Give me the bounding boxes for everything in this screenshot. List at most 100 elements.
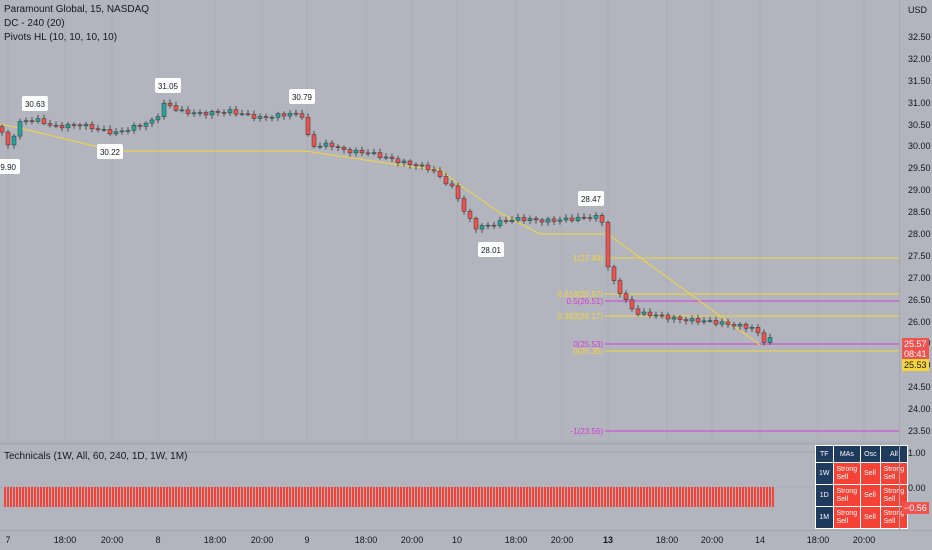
time-tick: 18:00 [203,535,227,545]
osc-bar [145,487,147,507]
osc-bar [409,487,411,507]
candle-body [575,216,581,221]
osc-bar [724,487,726,507]
osc-bar [751,487,753,507]
osc-bar [460,487,462,507]
osc-bar [589,487,591,507]
candle-body [53,124,59,127]
time-tick: 20:00 [852,535,876,545]
osc-bar [349,487,351,507]
osc-bar [574,487,576,507]
symbol-title[interactable]: Paramount Global, 15, NASDAQ [4,4,150,15]
indicator-pivots-label[interactable]: Pivots HL (10, 10, 10, 10) [4,32,118,43]
osc-bar [769,487,771,507]
candle-body [293,112,299,115]
osc-bar [166,487,168,507]
osc-bar [619,487,621,507]
candle-body [281,113,287,117]
candle-body [71,124,77,126]
osc-bar [379,487,381,507]
osc-bar [262,487,264,507]
technicals-pane[interactable]: Technicals (1W, All, 60, 240, 1D, 1W, 1M… [0,445,909,530]
osc-bar [718,487,720,507]
osc-bar [199,487,201,507]
osc-bar [676,487,678,507]
pane-separator[interactable] [0,442,899,445]
main-chart-pane[interactable]: 1(27.49) 0.618(26.67) 0.5(26.51) 0.382(2… [0,0,899,442]
osc-bar [115,487,117,507]
table-header: MAs [832,445,862,463]
candle-body [359,149,365,154]
osc-bar [706,487,708,507]
candle-body [269,116,275,119]
time-tick: 13 [602,535,614,545]
osc-bar [76,487,78,507]
indicator-dc-label[interactable]: DC - 240 (20) [4,18,65,29]
osc-bar [415,487,417,507]
price-tick: 28.00 [908,229,931,239]
fib-label: 0.618(26.67) [558,290,604,299]
time-tick: 10 [451,535,463,545]
time-tick: 20:00 [700,535,724,545]
osc-bar [331,487,333,507]
osc-bar [523,487,525,507]
osc-bar [550,487,552,507]
osc-bar [67,487,69,507]
candle-body [647,311,653,316]
price-chart[interactable]: 1(27.49) 0.618(26.67) 0.5(26.51) 0.382(2… [0,0,899,442]
indicator-technicals-label[interactable]: Technicals (1W, All, 60, 240, 1D, 1W, 1M… [4,451,188,462]
candle-body [245,113,251,116]
osc-bar [304,487,306,507]
candle-body [653,314,659,317]
osc-bar [13,487,15,507]
osc-bar [49,487,51,507]
time-tick: 18:00 [504,535,528,545]
osc-bar [382,487,384,507]
candle-body [371,152,377,154]
candle-body [11,135,17,146]
candle-body [599,215,605,223]
osc-bar [253,487,255,507]
osc-bar [535,487,537,507]
osc-bar [622,487,624,507]
time-axis[interactable]: 7 18:00 20:00 8 18:00 20:00 9 18:00 20:00 10 18:00… [0,530,932,550]
candlesticks [0,99,773,346]
osc-bar [640,487,642,507]
candle-body [521,217,527,222]
time-tick: 8 [155,535,161,545]
candle-body [677,316,683,320]
candle-body [227,109,233,114]
candle-body [419,164,425,167]
osc-bar [64,487,66,507]
osc-bar [28,487,30,507]
time-tick: 20:00 [100,535,124,545]
osc-bar [655,487,657,507]
osc-bar [34,487,36,507]
candle-body [0,126,5,133]
osc-bar [613,487,615,507]
candle-body [551,218,557,222]
candle-body [743,323,749,329]
osc-bar [313,487,315,507]
osc-bar [46,487,48,507]
osc-bar [421,487,423,507]
osc-bar [715,487,717,507]
osc-bar [280,487,282,507]
candle-body [17,121,23,137]
candle-body [161,102,167,117]
osc-bar [43,487,45,507]
candle-body [95,128,101,131]
osc-bar [541,487,543,507]
price-scale[interactable]: USD 32.50 32.00 31.50 31.00 30.50 30.00 29.50 2… [899,0,932,530]
osc-bar [493,487,495,507]
osc-bar [544,487,546,507]
table-header: TF [815,445,834,463]
pivot-zigzag-line [0,123,605,235]
table-row: 1M Strong Sell Sell Strong Sell [815,506,909,529]
time-tick: 18:00 [655,535,679,545]
osc-bar [730,487,732,507]
osc-bar [124,487,126,507]
candle-body [593,215,599,219]
candle-body [473,218,479,230]
candle-body [629,299,635,310]
